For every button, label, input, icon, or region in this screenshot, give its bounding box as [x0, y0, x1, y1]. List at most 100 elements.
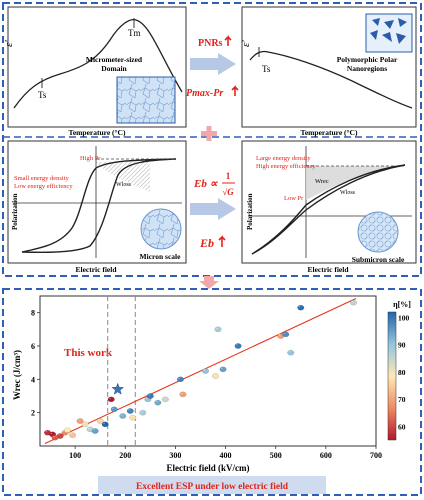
data-point-highlight [70, 433, 74, 436]
y-tick-label: 8 [31, 309, 35, 318]
plus-icon [201, 126, 217, 141]
data-point-highlight [298, 305, 302, 308]
data-point-highlight [45, 430, 49, 433]
eb-label: Eb [199, 236, 214, 250]
electric-field-axis-label-right: Electric field [307, 265, 349, 274]
data-point-highlight [87, 427, 91, 430]
micron-grain-illustration [140, 208, 182, 250]
pmax-up-arrow-icon [231, 85, 239, 96]
data-point-highlight [203, 369, 207, 372]
eb-formula-lhs: Eb ∝ [193, 178, 219, 190]
panel-hysteresis-submicron: Large energy density High energy efficie… [241, 140, 417, 274]
colorbar-tick-label: 60 [398, 422, 406, 431]
y-tick-label: 6 [31, 342, 35, 351]
ts-label-left: Ts [38, 90, 47, 100]
w-loss-label-right: Wloss [340, 190, 356, 196]
x-tick-label: 600 [320, 451, 332, 460]
data-point-highlight [145, 397, 149, 400]
micron-scale-label: Micron scale [140, 252, 182, 261]
x-tick-label: 400 [220, 451, 232, 460]
data-point-highlight [140, 410, 144, 413]
high-pr-label: High Pr [80, 155, 101, 162]
panel-dielectric-micron: ε′ Tm Ts Micrometer-sized Domain Tempera… [3, 6, 187, 137]
polarization-axis-label-right: Polarization [246, 193, 254, 230]
this-work-star-icon [111, 382, 125, 395]
temperature-axis-label-right: Temperature (°C) [301, 128, 358, 137]
chart-frame [2, 288, 422, 496]
data-point-highlight [155, 400, 159, 403]
hysteresis-loop-wide [21, 158, 177, 254]
colorbar [387, 311, 397, 441]
data-point-highlight [235, 344, 239, 347]
data-point-highlight [112, 407, 115, 410]
micron-domain-illustration [116, 76, 176, 124]
colorbar-tick-label: 90 [398, 341, 406, 350]
x-tick-label: 500 [270, 451, 282, 460]
data-point-highlight [163, 397, 166, 400]
colorbar-tick-label: 100 [398, 313, 410, 322]
hatched-loss-area [96, 162, 150, 192]
data-point-highlight [128, 409, 131, 412]
data-point-highlight [92, 429, 96, 432]
data-point-highlight [180, 392, 184, 395]
tm-label: Tm [128, 28, 141, 38]
data-point-highlight [77, 419, 81, 422]
banner-text: Excellent ESP under low electric field [136, 482, 289, 492]
data-point-highlight [65, 428, 69, 431]
data-point-highlight [278, 334, 282, 337]
low-pr-label: Low Pr [284, 195, 304, 202]
x-tick-label: 700 [370, 451, 382, 460]
hysteresis-loop-slim [251, 164, 406, 255]
submicron-grain-illustration [357, 211, 399, 253]
nanoregion-flakes [370, 18, 407, 44]
region-label-2: Nanoregions [347, 64, 387, 73]
data-point-highlight [288, 350, 292, 353]
data-point-highlight [52, 435, 56, 438]
x-axis-label: Electric field (kV/cm) [167, 463, 250, 473]
transition-arrow-top [190, 53, 236, 75]
data-point-highlight [97, 419, 101, 422]
low-efficiency-note: Low energy efficiency [14, 183, 73, 190]
region-label-1: Polymorphic Polar [337, 55, 398, 64]
ts-label-right: Ts [262, 64, 271, 74]
banner-background [98, 476, 326, 494]
data-point-highlight [120, 414, 124, 417]
eb-formula-denominator: √G [222, 187, 234, 197]
electric-field-axis-label-left: Electric field [75, 265, 117, 274]
x-tick-label: 200 [119, 451, 131, 460]
panel-hysteresis-micron: High Pr Small energy density Low energy … [7, 140, 187, 274]
domain-label-2: Domain [101, 64, 127, 73]
pnrs-label: PNRs [198, 38, 223, 49]
data-point-highlight [148, 394, 151, 397]
data-point-highlight [215, 327, 219, 330]
panel-transition-top: PNRs Pmax-Pr [186, 35, 239, 99]
trend-line [44, 298, 357, 444]
pmax-pr-label: Pmax-Pr [186, 88, 223, 99]
polarization-axis-label-left: Polarization [11, 193, 19, 230]
data-point-highlight [178, 377, 182, 380]
data-point-highlight [130, 415, 134, 418]
x-tick-label: 300 [169, 451, 181, 460]
down-arrow-icon [199, 276, 219, 289]
large-energy-note: Large energy density [256, 155, 311, 162]
temperature-axis-label-left: Temperature (°C) [69, 128, 126, 137]
domain-label-1: Micrometer-sized [86, 55, 143, 64]
data-point-highlight [57, 434, 61, 437]
permittivity-curve-left [13, 18, 183, 109]
scatter-chart: Wrec (J/cm³) Electric field (kV/cm) η[%]… [12, 295, 411, 473]
colorbar-label: η[%] [393, 300, 411, 309]
data-point-highlight [102, 422, 106, 425]
submicron-scale-label: Submicron scale [352, 255, 405, 264]
eb-formula-numerator: 1 [226, 171, 231, 181]
this-work-label: This work [64, 347, 113, 359]
y-axis-label: Wrec (J/cm³) [12, 350, 22, 400]
data-point-highlight [351, 300, 355, 303]
data-point-highlight [283, 332, 287, 335]
recoverable-energy-area [306, 166, 400, 200]
panel-dielectric-nano: ε′ Ts Polymorphic Polar Nanoregions Temp… [240, 6, 417, 137]
colorbar-tick-label: 80 [398, 368, 406, 377]
w-rec-label: Wrec [315, 178, 329, 185]
y-tick-label: 4 [31, 375, 35, 384]
schematic-frame [2, 2, 422, 277]
